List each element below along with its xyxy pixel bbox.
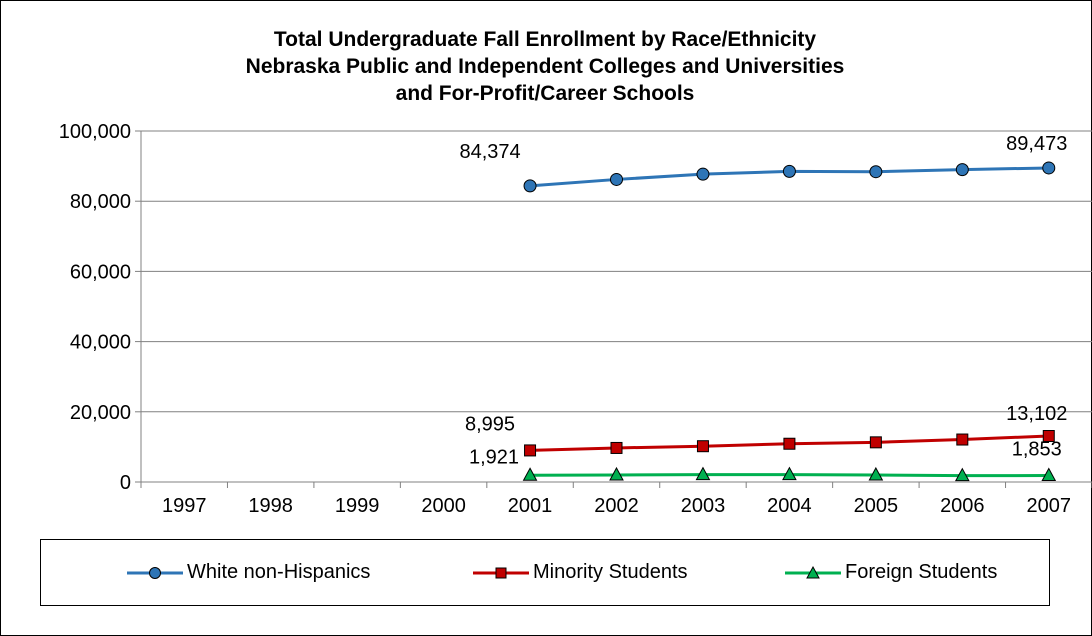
x-tick-label: 1998 (248, 495, 293, 517)
data-point-foreign-students (695, 466, 711, 481)
legend-marker-circle (127, 566, 183, 579)
data-point-white-non-hispanics (869, 165, 883, 179)
data-point-foreign-students (522, 467, 538, 481)
data-label-foreign-students: 1,853 (1012, 438, 1062, 460)
y-tick-label: 80,000 (70, 191, 131, 213)
legend-marker-square (473, 567, 529, 578)
data-point-minority-students (783, 437, 796, 450)
legend-item-foreign-students: Foreign Students (785, 540, 997, 605)
data-point-white-non-hispanics (696, 167, 710, 181)
data-point-minority-students (696, 440, 709, 453)
legend-item-minority-students: Minority Students (473, 540, 688, 605)
data-point-minority-students (524, 444, 537, 457)
data-label-white-non-hispanics: 84,374 (459, 141, 520, 163)
data-point-white-non-hispanics (610, 172, 623, 186)
y-tick-label: 60,000 (70, 261, 131, 283)
legend-label-foreign-students: Foreign Students (845, 561, 998, 583)
data-point-minority-students (1042, 430, 1055, 443)
y-tick-label: 0 (120, 472, 131, 494)
x-tick-label: 2001 (508, 495, 553, 517)
legend-marker-triangle (785, 565, 841, 578)
legend-label-minority-students: Minority Students (533, 561, 688, 583)
x-tick-label: 2000 (421, 495, 466, 517)
y-tick-label: 100,000 (59, 121, 131, 143)
x-tick-label: 1999 (335, 495, 380, 517)
data-point-minority-students (956, 433, 969, 446)
data-point-foreign-students (954, 467, 970, 482)
data-point-white-non-hispanics (955, 163, 969, 177)
data-point-foreign-students (609, 466, 624, 481)
data-point-foreign-students (782, 466, 797, 481)
data-point-minority-students (610, 441, 623, 454)
data-point-white-non-hispanics (1042, 161, 1056, 175)
x-tick-label: 2002 (594, 495, 639, 517)
x-tick-label: 2003 (681, 495, 726, 517)
chart-title-line-1: Total Undergraduate Fall Enrollment by R… (273, 28, 817, 51)
data-point-white-non-hispanics (782, 164, 796, 178)
data-label-minority-students: 8,995 (465, 413, 515, 435)
y-tick-label: 40,000 (70, 332, 131, 354)
data-point-foreign-students (868, 466, 884, 481)
chart-title: Total Undergraduate Fall Enrollment by R… (0, 0, 1090, 107)
x-tick-label: 2004 (767, 495, 812, 517)
y-tick-label: 20,000 (70, 402, 131, 424)
chart-title-line-2: Nebraska Public and Independent Colleges… (245, 55, 845, 78)
chart-title-line-3: and For-Profit/Career Schools (395, 82, 695, 105)
data-point-foreign-students (1041, 467, 1057, 481)
data-point-minority-students (869, 436, 882, 449)
legend-label-white-non-hispanics: White non-Hispanics (187, 561, 371, 583)
chart-legend: White non-Hispanics Minority Students Fo… (40, 539, 1050, 606)
legend-item-white-non-hispanics: White non-Hispanics (127, 540, 370, 605)
data-point-white-non-hispanics (523, 179, 537, 193)
x-tick-label: 2005 (854, 495, 899, 517)
x-tick-label: 2006 (940, 495, 985, 517)
x-tick-label: 2007 (1027, 495, 1072, 517)
data-label-foreign-students: 1,921 (469, 446, 519, 468)
data-label-white-non-hispanics: 89,473 (1006, 133, 1067, 155)
x-tick-label: 1997 (162, 495, 207, 517)
data-label-minority-students: 13,102 (1006, 403, 1067, 425)
